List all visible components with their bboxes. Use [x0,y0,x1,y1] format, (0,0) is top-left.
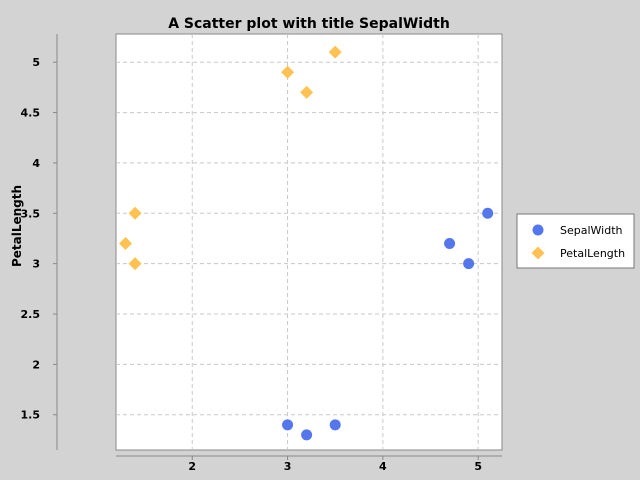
y-axis-label: PetalLength [10,185,24,267]
grid-lines [116,34,502,450]
petallength-point [128,257,142,271]
petallength-point [128,206,142,220]
x-tick-label: 4 [379,460,387,473]
y-tick-label: 4 [32,157,40,170]
x-tick-label: 5 [474,460,482,473]
y-tick-label: 3 [32,258,40,271]
petallength-point [281,65,295,79]
legend-label-petallength: PetalLength [560,247,625,260]
legend-marker-petallength [531,246,545,260]
sepalwidth-point [482,207,494,219]
data-points [119,45,494,441]
x-axis: 2 3 4 5 [116,455,502,473]
x-tick-label: 2 [188,460,196,473]
sepalwidth-point [463,258,475,270]
sepalwidth-point [282,419,294,431]
sepalwidth-point [301,429,313,441]
chart-title: A Scatter plot with title SepalWidth [168,16,450,32]
y-axis: 1.5 2 2.5 3 3.5 4 4.5 5 [21,34,58,450]
y-tick-label: 1.5 [21,409,41,422]
y-tick-label: 2 [32,358,40,371]
legend-marker-sepalwidth [532,224,544,236]
sepalwidth-point [444,238,456,250]
legend-box [516,213,635,269]
petallength-point [328,45,342,59]
x-tick-label: 3 [284,460,292,473]
plot-area [115,33,503,451]
y-tick-label: 5 [32,56,40,69]
petallength-point [300,85,314,99]
legend: SepalWidth PetalLength [516,213,635,269]
y-tick-label: 3.5 [21,207,41,220]
y-tick-label: 2.5 [21,308,41,321]
legend-label-sepalwidth: SepalWidth [560,224,623,237]
sepalwidth-point [329,419,341,431]
petallength-point [119,237,133,251]
y-tick-label: 4.5 [21,107,41,120]
